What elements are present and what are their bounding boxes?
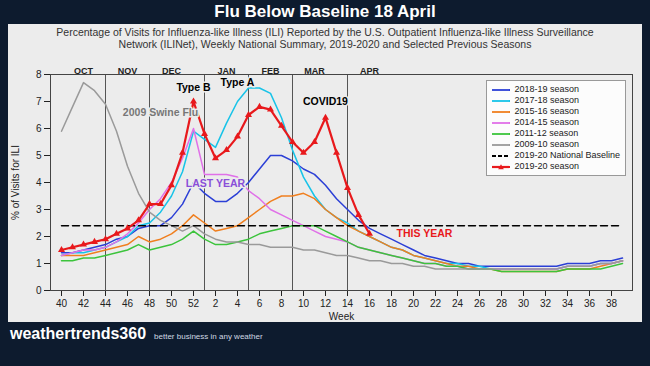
- svg-text:3: 3: [36, 204, 42, 215]
- svg-text:44: 44: [100, 298, 112, 309]
- svg-text:8: 8: [279, 298, 285, 309]
- svg-text:0: 0: [36, 285, 42, 296]
- svg-text:THIS YEAR: THIS YEAR: [397, 227, 453, 239]
- html-text:Percentage of Visits for Influ: Percentage of Visits for Influenza-like …: [56, 26, 594, 50]
- svg-text:10: 10: [298, 298, 310, 309]
- svg-text:50: 50: [166, 298, 178, 309]
- svg-text:7: 7: [36, 96, 42, 107]
- svg-text:48: 48: [144, 298, 156, 309]
- svg-text:52: 52: [188, 298, 200, 309]
- html-text:2017-18 season: 2017-18 season: [514, 95, 579, 105]
- html-text:2019-20 season: 2019-20 season: [514, 161, 579, 171]
- svg-text:16: 16: [364, 298, 376, 309]
- svg-text:12: 12: [320, 298, 332, 309]
- svg-text:FEB: FEB: [261, 65, 280, 76]
- svg-text:22: 22: [430, 298, 442, 309]
- svg-text:5: 5: [36, 150, 42, 161]
- svg-text:32: 32: [540, 298, 552, 309]
- svg-text:14: 14: [342, 298, 354, 309]
- svg-text:2: 2: [36, 231, 42, 242]
- svg-text:% of Visits for ILI: % of Visits for ILI: [10, 145, 21, 220]
- svg-text:20: 20: [408, 298, 420, 309]
- svg-text:38: 38: [606, 298, 618, 309]
- svg-text:6: 6: [257, 298, 263, 309]
- svg-text:40: 40: [56, 298, 68, 309]
- svg-text:JAN: JAN: [217, 65, 236, 76]
- svg-text:4: 4: [235, 298, 241, 309]
- svg-text:NOV: NOV: [117, 65, 138, 76]
- svg-text:28: 28: [496, 298, 508, 309]
- svg-text:42: 42: [78, 298, 90, 309]
- svg-text:36: 36: [584, 298, 596, 309]
- svg-text:COVID19: COVID19: [303, 95, 348, 107]
- svg-text:Type A: Type A: [221, 76, 255, 88]
- html-text:2009-10 season: 2009-10 season: [514, 139, 579, 149]
- svg-text:MAR: MAR: [304, 65, 325, 76]
- svg-text:18: 18: [386, 298, 398, 309]
- html-text:2015-16 season: 2015-16 season: [514, 106, 579, 116]
- svg-text:46: 46: [122, 298, 134, 309]
- svg-text:4: 4: [36, 177, 42, 188]
- html-text:2019-20 National Baseline: 2019-20 National Baseline: [514, 150, 620, 160]
- html-text:2014-15 season: 2014-15 season: [514, 117, 579, 127]
- svg-text:OCT: OCT: [74, 65, 93, 76]
- svg-text:DEC: DEC: [162, 65, 181, 76]
- svg-text:6: 6: [36, 123, 42, 134]
- svg-text:2: 2: [213, 298, 219, 309]
- html-text:2011-12 season: 2011-12 season: [514, 128, 579, 138]
- svg-text:LAST YEAR: LAST YEAR: [186, 177, 246, 189]
- svg-text:Type B: Type B: [176, 81, 211, 93]
- svg-text:30: 30: [518, 298, 530, 309]
- html-text:better business in any weather: better business in any weather: [154, 332, 263, 341]
- html-text:Flu Below Baseline 18 April: Flu Below Baseline 18 April: [214, 2, 436, 21]
- svg-text:1: 1: [36, 258, 42, 269]
- svg-text:34: 34: [562, 298, 574, 309]
- svg-text:8: 8: [36, 69, 42, 80]
- svg-text:APR: APR: [360, 65, 379, 76]
- svg-text:Week: Week: [329, 311, 355, 322]
- svg-text:2009 Swine Flu: 2009 Swine Flu: [123, 106, 198, 118]
- svg-text:26: 26: [474, 298, 486, 309]
- html-text:2018-19 season: 2018-19 season: [514, 84, 579, 94]
- svg-text:24: 24: [452, 298, 464, 309]
- html-text:weathertrends360: weathertrends360: [10, 325, 147, 342]
